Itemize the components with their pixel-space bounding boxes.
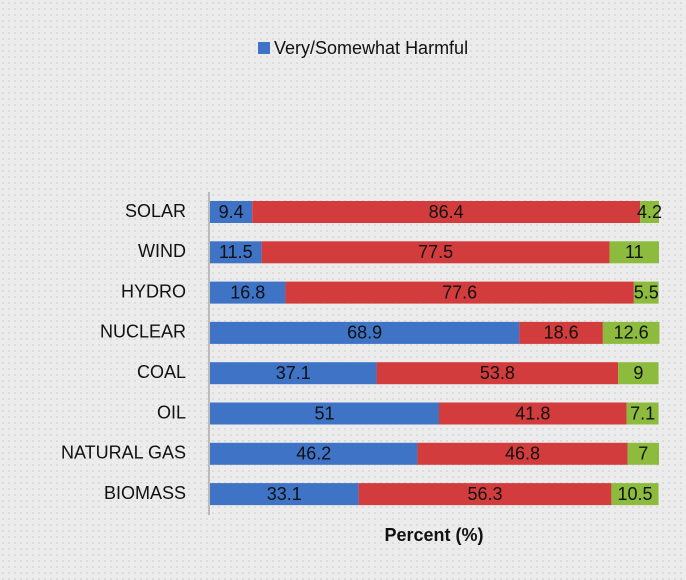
data-label: 86.4 <box>429 202 464 222</box>
data-label: 56.3 <box>467 484 502 504</box>
bar-segment <box>252 201 641 223</box>
bar-segment <box>210 402 439 425</box>
data-label: 9 <box>633 363 643 383</box>
data-label: 46.8 <box>505 444 540 464</box>
bar-segment <box>376 362 619 385</box>
data-label: 7.1 <box>630 403 655 423</box>
bar-segment <box>519 321 603 344</box>
data-label: 16.8 <box>230 282 265 302</box>
data-label: 18.6 <box>544 323 579 343</box>
data-label: 9.4 <box>219 202 244 222</box>
bar-segment <box>417 442 628 465</box>
bar-segment <box>210 442 418 465</box>
bar-segment <box>640 201 659 223</box>
y-tick-label: NATURAL GAS <box>61 443 186 463</box>
y-tick-label: WIND <box>138 241 186 261</box>
y-tick-label: OIL <box>157 402 186 422</box>
data-label: 53.8 <box>480 363 515 383</box>
data-label: 46.2 <box>296 444 331 464</box>
x-axis-label: Percent (%) <box>384 525 483 545</box>
bar-segment <box>210 362 377 385</box>
data-label: 77.5 <box>418 242 453 262</box>
bar-segment <box>618 362 659 385</box>
legend-swatch <box>258 42 270 54</box>
bar-segment <box>210 321 520 344</box>
bar-segment <box>633 281 659 304</box>
y-tick-label: NUCLEAR <box>100 322 186 342</box>
bar-segment <box>626 402 659 425</box>
data-label: 7 <box>638 444 648 464</box>
bar-segment <box>210 281 286 304</box>
data-label: 51 <box>314 403 334 423</box>
y-tick-label: BIOMASS <box>104 483 186 503</box>
bar-segment <box>602 321 660 344</box>
legend-label: Very/Somewhat Harmful <box>274 38 468 58</box>
bar-segment <box>210 483 359 506</box>
bar-segment <box>285 281 634 304</box>
bar-segment <box>358 483 612 506</box>
bar-segment <box>611 483 659 506</box>
data-label: 77.6 <box>442 282 477 302</box>
bar-segment <box>261 241 610 264</box>
data-label: 33.1 <box>267 484 302 504</box>
data-label: 12.6 <box>614 323 649 343</box>
data-label: 4.2 <box>637 202 662 222</box>
data-label: 5.5 <box>634 282 659 302</box>
y-tick-label: HYDRO <box>121 281 186 301</box>
bar-segment <box>627 442 659 465</box>
bar-segment <box>210 201 253 223</box>
data-label: 11 <box>625 242 644 262</box>
bar-segment <box>210 241 262 264</box>
data-label: 10.5 <box>617 484 652 504</box>
data-label: 68.9 <box>347 323 382 343</box>
data-label: 11.5 <box>219 242 253 262</box>
y-tick-label: COAL <box>137 362 186 382</box>
bar-segment <box>609 241 659 264</box>
y-tick-label: SOLAR <box>125 201 186 221</box>
bar-segment <box>438 402 627 425</box>
data-label: 41.8 <box>515 403 550 423</box>
data-label: 37.1 <box>276 363 311 383</box>
